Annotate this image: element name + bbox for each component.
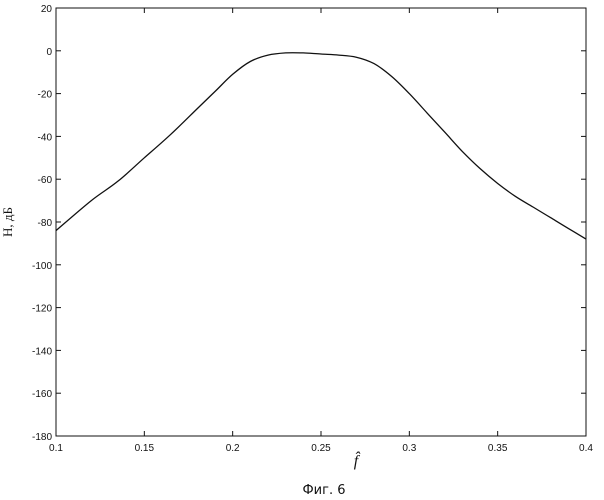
x-tick-label: 0.3 (402, 443, 416, 454)
axis-ticks (56, 8, 586, 436)
x-tick-label: 0.2 (226, 443, 240, 454)
series-line (56, 53, 586, 239)
y-tick-label: -140 (32, 346, 52, 357)
y-tick-label: 0 (46, 47, 52, 58)
y-tick-labels: 20 0 -20 -40 -60 -80 -100 -120 -140 -160 -180 (32, 4, 52, 443)
y-tick-label: -100 (32, 261, 52, 272)
y-tick-label: -160 (32, 389, 52, 400)
x-tick-label: 0.25 (311, 443, 331, 454)
y-tick-label: -60 (38, 175, 53, 186)
plot-frame (56, 8, 586, 436)
y-tick-label: -20 (38, 90, 53, 101)
y-tick-label: 20 (41, 4, 53, 15)
y-axis-label: H, дБ (0, 207, 15, 237)
x-tick-label: 0.15 (135, 443, 155, 454)
y-tick-label: -40 (38, 132, 53, 143)
y-tick-label: -80 (38, 218, 53, 229)
y-tick-label: -120 (32, 304, 52, 315)
figure-caption: Фиг. 6 (302, 483, 345, 498)
x-tick-labels: 0.1 0.15 0.2 0.25 0.3 0.35 0.4 (49, 443, 593, 454)
x-tick-label: 0.1 (49, 443, 63, 454)
x-tick-label: 0.35 (488, 443, 508, 454)
x-tick-label: 0.4 (579, 443, 593, 454)
x-axis-label: f̂ (354, 451, 361, 470)
y-tick-label: -180 (32, 432, 52, 443)
